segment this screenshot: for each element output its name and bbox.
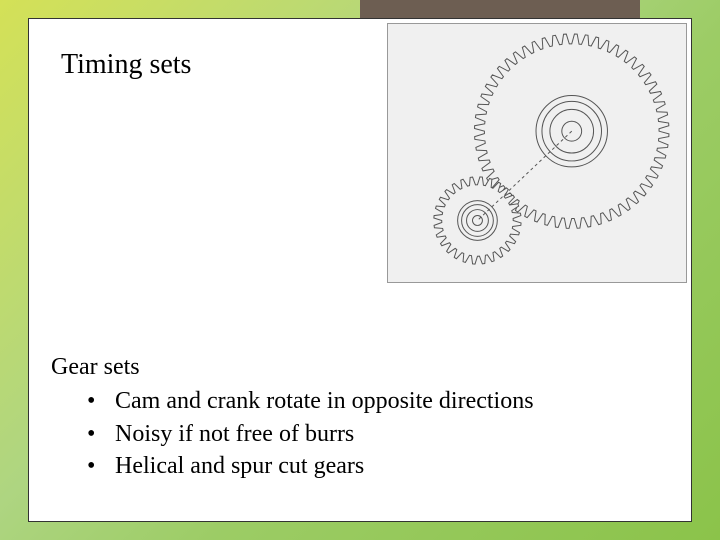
body-text: Gear sets Cam and crank rotate in opposi… [51, 351, 669, 483]
gear-diagram [387, 23, 687, 283]
slide-panel: Timing sets Gear sets Cam and crank rota… [28, 18, 692, 522]
list-item: Noisy if not free of burrs [91, 418, 669, 450]
subtitle: Gear sets [51, 351, 669, 383]
list-item: Cam and crank rotate in opposite directi… [91, 385, 669, 417]
slide-title: Timing sets [61, 49, 191, 81]
gear-svg [388, 24, 686, 282]
list-item: Helical and spur cut gears [91, 450, 669, 482]
bullet-list: Cam and crank rotate in opposite directi… [51, 385, 669, 482]
